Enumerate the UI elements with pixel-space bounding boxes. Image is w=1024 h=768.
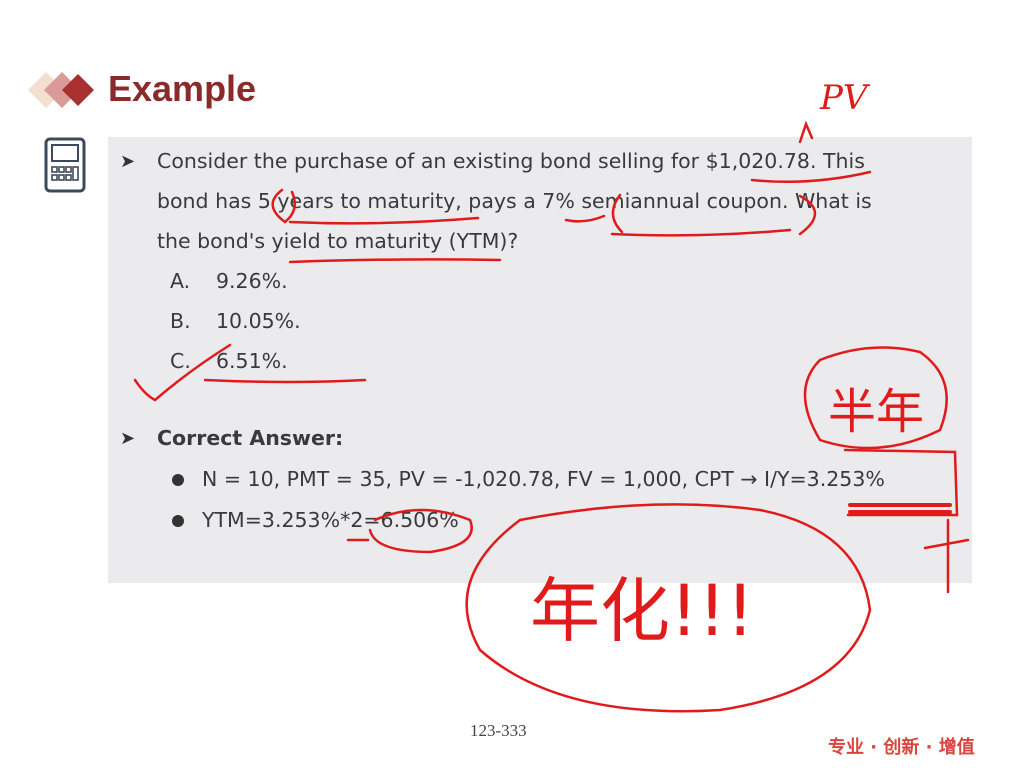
- bullet-arrow-icon: ➤: [120, 151, 136, 172]
- bracket-left: [611, 193, 624, 234]
- option-letter: B.: [170, 309, 191, 333]
- brand-slogan: 专业 · 创新 · 增值: [828, 737, 975, 758]
- option-letter: A.: [170, 269, 191, 293]
- answer-line: N = 10, PMT = 35, PV = -1,020.78, FV = 1…: [202, 467, 885, 491]
- checkmark: [133, 343, 232, 402]
- annualize-circle: [465, 503, 872, 713]
- answer-line: YTM=3.253%*2=6.506%: [202, 508, 459, 532]
- question-line: bond has 5 years to maturity, pays a 7% …: [157, 189, 872, 213]
- coupon-underline: [610, 228, 792, 237]
- option-text: 6.51%.: [216, 349, 288, 373]
- pv-note: PV: [820, 78, 868, 118]
- ytm-underline: [288, 258, 502, 264]
- bullet-dot-icon: [172, 515, 184, 527]
- option-text: 9.26%.: [216, 269, 288, 293]
- calculator-icon: [44, 137, 86, 197]
- result-box: [843, 448, 959, 517]
- question-line: Consider the purchase of an existing bon…: [157, 149, 865, 173]
- bracket-right: [798, 194, 817, 236]
- page-number: 123-333: [470, 721, 527, 740]
- answer-underline: [203, 378, 367, 384]
- option-text: 10.05%.: [216, 309, 301, 333]
- annualize-note: 年化!!!: [530, 570, 755, 652]
- semiannual-circle: [803, 346, 948, 450]
- bullet-arrow-icon: ➤: [120, 428, 136, 449]
- price-underline: [750, 170, 872, 184]
- example-content-box: ➤ Consider the purchase of an existing b…: [108, 137, 972, 583]
- slide-title: Example: [108, 68, 257, 109]
- years-underline: [288, 216, 480, 225]
- down-arrow: [923, 518, 970, 594]
- answer-heading: Correct Answer:: [157, 426, 344, 450]
- ytm-circle: [368, 508, 473, 554]
- semiannual-note: 半年: [828, 384, 925, 440]
- result-underline: [848, 503, 952, 514]
- title-diamond-icon: [28, 70, 108, 110]
- five-circle: [271, 188, 297, 224]
- rate-underline: [564, 214, 606, 223]
- pv-arrow: [798, 120, 814, 144]
- option-letter: C.: [170, 349, 191, 373]
- bullet-dot-icon: [172, 474, 184, 486]
- question-line: the bond's yield to maturity (YTM)?: [157, 229, 519, 253]
